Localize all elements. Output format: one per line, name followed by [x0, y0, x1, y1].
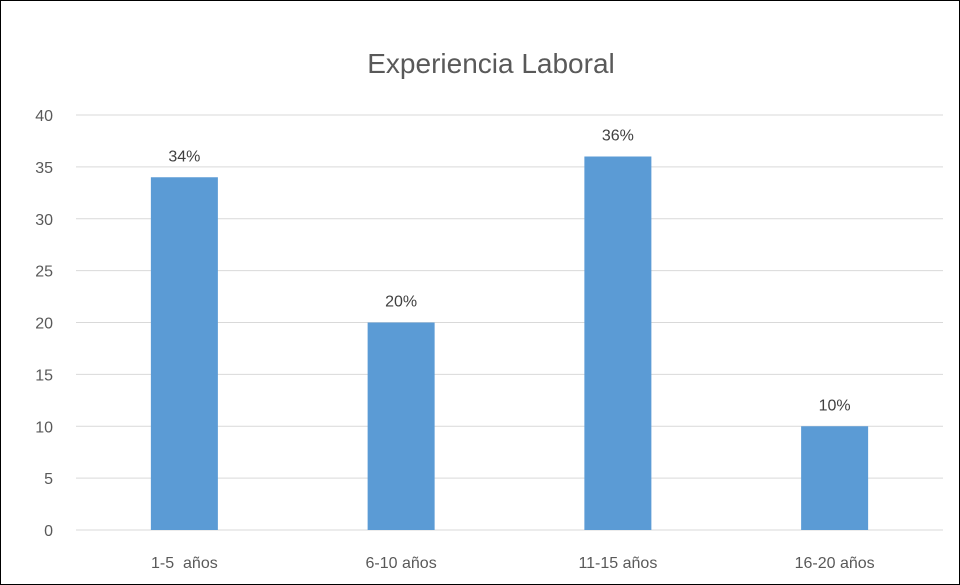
bar [150, 177, 218, 530]
bar [367, 322, 435, 530]
data-labels: 34% 20% 36% 10% [168, 128, 850, 415]
y-tick-label: 40 [35, 108, 53, 125]
x-tick-label: 11-15 años [578, 555, 657, 572]
y-axis-ticks: 0 5 10 15 20 25 30 35 40 [35, 108, 53, 540]
bar [584, 156, 652, 530]
y-tick-label: 10 [35, 419, 53, 436]
x-tick-label: 16-20 años [795, 555, 875, 572]
bar-data-label: 20% [385, 294, 417, 311]
y-tick-label: 5 [44, 471, 53, 488]
bars [150, 156, 869, 530]
y-tick-label: 25 [35, 264, 53, 281]
y-tick-label: 20 [35, 316, 53, 333]
x-tick-label: 1-5 años [151, 555, 218, 572]
y-tick-label: 35 [35, 160, 53, 177]
y-tick-label: 15 [35, 367, 53, 384]
chart-title: Experiencia Laboral [367, 48, 615, 79]
x-axis-ticks: 1-5 años 6-10 años 11-15 años 16-20 años [151, 555, 875, 572]
x-tick-label: 6-10 años [366, 555, 437, 572]
bar-data-label: 36% [602, 128, 634, 145]
y-tick-label: 30 [35, 212, 53, 229]
bar [801, 426, 869, 530]
y-tick-label: 0 [44, 523, 53, 540]
bar-data-label: 10% [819, 397, 851, 414]
bar-data-label: 34% [168, 148, 200, 165]
gridlines [76, 114, 943, 531]
